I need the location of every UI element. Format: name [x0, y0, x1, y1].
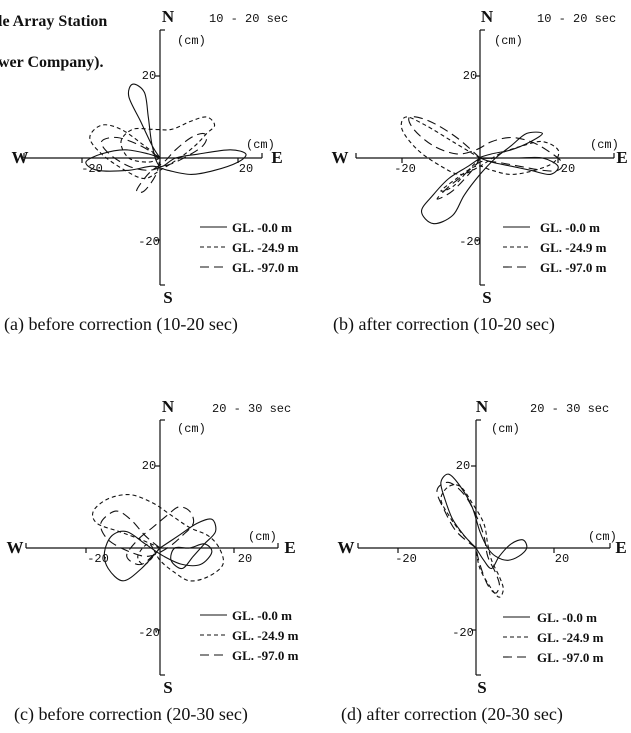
panel-a-y-tick-neg20: -20 — [138, 235, 160, 249]
panel-b-x-tick-20: 20 — [561, 162, 575, 176]
panel-a-series-2-curve — [100, 132, 208, 194]
panel-c-x-tick-20: 20 — [238, 552, 252, 566]
panel-b-y-unit: (cm) — [494, 34, 523, 48]
panel-b-legend-label-0: GL. -0.0 m — [540, 220, 600, 235]
panel-a-legend-label-1: GL. -24.9 m — [232, 240, 299, 255]
header-text-line2: wer Company). — [0, 54, 103, 71]
panel-d-y-tick-20: 20 — [456, 459, 470, 473]
panel-b-y-tick-neg20: -20 — [459, 235, 481, 249]
panel-a-legend-label-0: GL. -0.0 m — [232, 220, 292, 235]
panel-c-series-2-curve — [100, 506, 195, 566]
panel-d-north-label: N — [476, 397, 489, 416]
panel-b-legend-label-1: GL. -24.9 m — [540, 240, 607, 255]
panel-a-x-unit: (cm) — [246, 138, 275, 152]
panel-a-east-label: E — [271, 148, 282, 167]
panel-c-y-unit: (cm) — [177, 422, 206, 436]
panel-b-series-1-curve — [400, 116, 560, 192]
panel-b-time-label: 10 - 20 sec — [537, 12, 616, 26]
panel-c-x-unit: (cm) — [248, 530, 277, 544]
panel-a-caption: (a) before correction (10-20 sec) — [4, 314, 238, 335]
panel-c-series-0-curve — [103, 518, 217, 582]
panel-b-south-label: S — [482, 288, 491, 307]
panel-d-series-1-curve — [440, 484, 504, 598]
panel-a-x-tick-20: 20 — [239, 162, 253, 176]
panel-d-west-label: W — [338, 538, 355, 557]
panel-d-x-tick-20: 20 — [555, 552, 569, 566]
panel-c-legend-label-1: GL. -24.9 m — [232, 628, 299, 643]
panel-a-time-label: 10 - 20 sec — [209, 12, 288, 26]
panel-d-legend-label-1: GL. -24.9 m — [537, 630, 604, 645]
panel-d-series-2-curve — [436, 481, 500, 594]
panel-b-caption: (b) after correction (10-20 sec) — [333, 314, 555, 335]
panel-b-east-label: E — [616, 148, 627, 167]
panel-c-y-tick-20: 20 — [142, 459, 156, 473]
panel-a-y-tick-20: 20 — [142, 69, 156, 83]
panel-d-y-tick-neg20: -20 — [452, 626, 474, 640]
panel-d-caption: (d) after correction (20-30 sec) — [341, 704, 563, 725]
panel-c-y-tick-neg20: -20 — [138, 626, 160, 640]
panel-b-x-tick-neg20: -20 — [394, 162, 416, 176]
panel-a-series-1-curve — [89, 116, 216, 180]
panel-d-legend-label-2: GL. -97.0 m — [537, 650, 604, 665]
panel-a-series-0-curve — [85, 83, 247, 175]
panel-a-west-label: W — [12, 148, 29, 167]
panel-d-time-label: 20 - 30 sec — [530, 402, 609, 416]
panel-c-series-1-curve — [92, 494, 225, 582]
panel-a-north-label: N — [162, 7, 175, 26]
panel-c-south-label: S — [163, 678, 172, 697]
panel-d-series-0-curve — [440, 473, 528, 570]
panel-d-east-label: E — [615, 538, 626, 557]
panel-c-x-tick-neg20: -20 — [87, 552, 109, 566]
panel-a-legend-label-2: GL. -97.0 m — [232, 260, 299, 275]
panel-a-y-unit: (cm) — [177, 34, 206, 48]
panel-c-east-label: E — [284, 538, 295, 557]
panel-a: N 10 - 20 sec (cm) 20 -20 (cm) -20 20 W … — [4, 7, 299, 335]
panel-b-y-tick-20: 20 — [463, 69, 477, 83]
panel-c-north-label: N — [162, 397, 175, 416]
panel-b-legend-label-2: GL. -97.0 m — [540, 260, 607, 275]
panel-d-x-tick-neg20: -20 — [395, 552, 417, 566]
panel-a-south-label: S — [163, 288, 172, 307]
panel-d: N 20 - 30 sec (cm) 20 -20 (cm) -20 20 W … — [338, 397, 627, 725]
panel-c: N 20 - 30 sec (cm) 20 -20 (cm) -20 20 W … — [7, 397, 299, 725]
panel-d-south-label: S — [477, 678, 486, 697]
panel-b-x-unit: (cm) — [590, 138, 619, 152]
header-text-line1: le Array Station — [0, 13, 107, 30]
panel-b-series-2-curve — [408, 116, 564, 200]
panel-d-legend-label-0: GL. -0.0 m — [537, 610, 597, 625]
panel-c-time-label: 20 - 30 sec — [212, 402, 291, 416]
panel-b-series-0-curve — [420, 131, 559, 225]
panel-b: N 10 - 20 sec (cm) 20 -20 (cm) -20 20 W … — [332, 7, 628, 335]
panel-c-west-label: W — [7, 538, 24, 557]
panel-d-y-unit: (cm) — [491, 422, 520, 436]
panel-b-west-label: W — [332, 148, 349, 167]
panel-c-caption: (c) before correction (20-30 sec) — [14, 704, 248, 725]
panel-c-legend-label-2: GL. -97.0 m — [232, 648, 299, 663]
panel-d-x-unit: (cm) — [588, 530, 617, 544]
panel-c-legend-label-0: GL. -0.0 m — [232, 608, 292, 623]
panel-b-north-label: N — [481, 7, 494, 26]
